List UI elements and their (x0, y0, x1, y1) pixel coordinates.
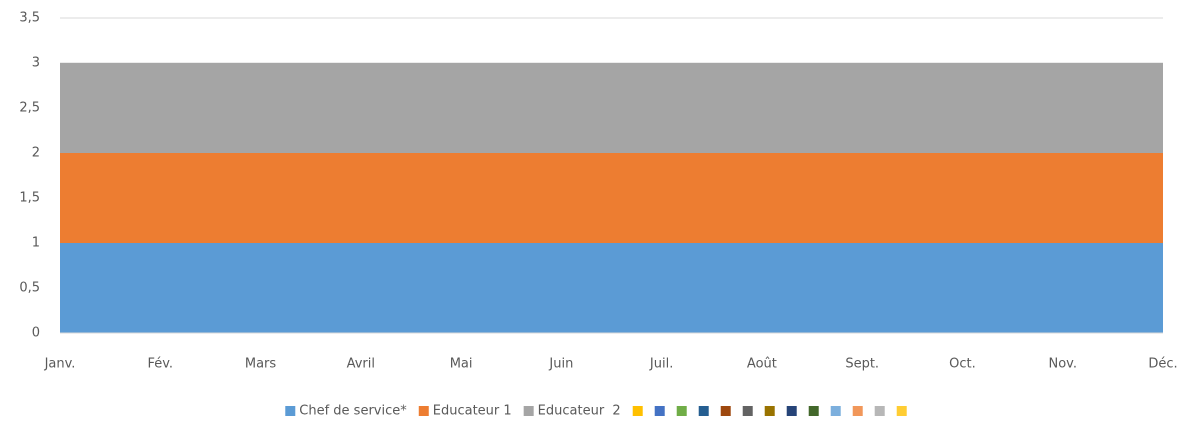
legend-swatch (742, 406, 753, 416)
legend-swatch (720, 406, 731, 416)
x-tick-label: Août (747, 357, 777, 372)
legend-swatch (830, 406, 841, 416)
x-tick-label: Sept. (845, 357, 879, 372)
legend-swatch (632, 406, 643, 416)
y-tick-label: 3 (32, 56, 40, 71)
y-tick-label: 2,5 (19, 101, 40, 116)
x-tick-label: Mai (450, 357, 473, 372)
legend-label: Educateur 1 (433, 404, 512, 419)
legend-swatch (896, 406, 907, 416)
area (60, 243, 1163, 333)
y-tick-label: 1,5 (19, 191, 40, 206)
legend-swatch (874, 406, 885, 416)
x-tick-label: Mars (245, 357, 277, 372)
area (60, 63, 1163, 153)
legend-swatch (676, 406, 687, 416)
legend-label: Chef de service* (299, 404, 407, 419)
x-tick-label: Nov. (1048, 357, 1077, 372)
x-tick-label: Juin (548, 357, 573, 372)
y-tick-label: 2 (32, 146, 40, 161)
legend-swatch (285, 406, 296, 416)
x-tick-label: Janv. (44, 357, 76, 372)
legend-label: Educateur 2 (538, 404, 621, 419)
legend-swatch (418, 406, 429, 416)
y-tick-label: 3,5 (19, 11, 40, 26)
x-tick-label: Oct. (949, 357, 976, 372)
legend-swatch (523, 406, 534, 416)
legend-swatch (852, 406, 863, 416)
y-tick-label: 0,5 (19, 281, 40, 296)
legend-swatch (808, 406, 819, 416)
x-tick-label: Avril (347, 357, 375, 372)
legend-swatch (764, 406, 775, 416)
x-tick-label: Juil. (649, 357, 673, 372)
y-tick-label: 1 (32, 236, 40, 251)
x-tick-label: Déc. (1148, 357, 1177, 372)
area (60, 153, 1163, 243)
legend-swatch (698, 406, 709, 416)
x-tick-label: Fév. (147, 357, 173, 372)
legend-swatch (786, 406, 797, 416)
legend-swatch (654, 406, 665, 416)
y-tick-label: 0 (32, 326, 40, 341)
